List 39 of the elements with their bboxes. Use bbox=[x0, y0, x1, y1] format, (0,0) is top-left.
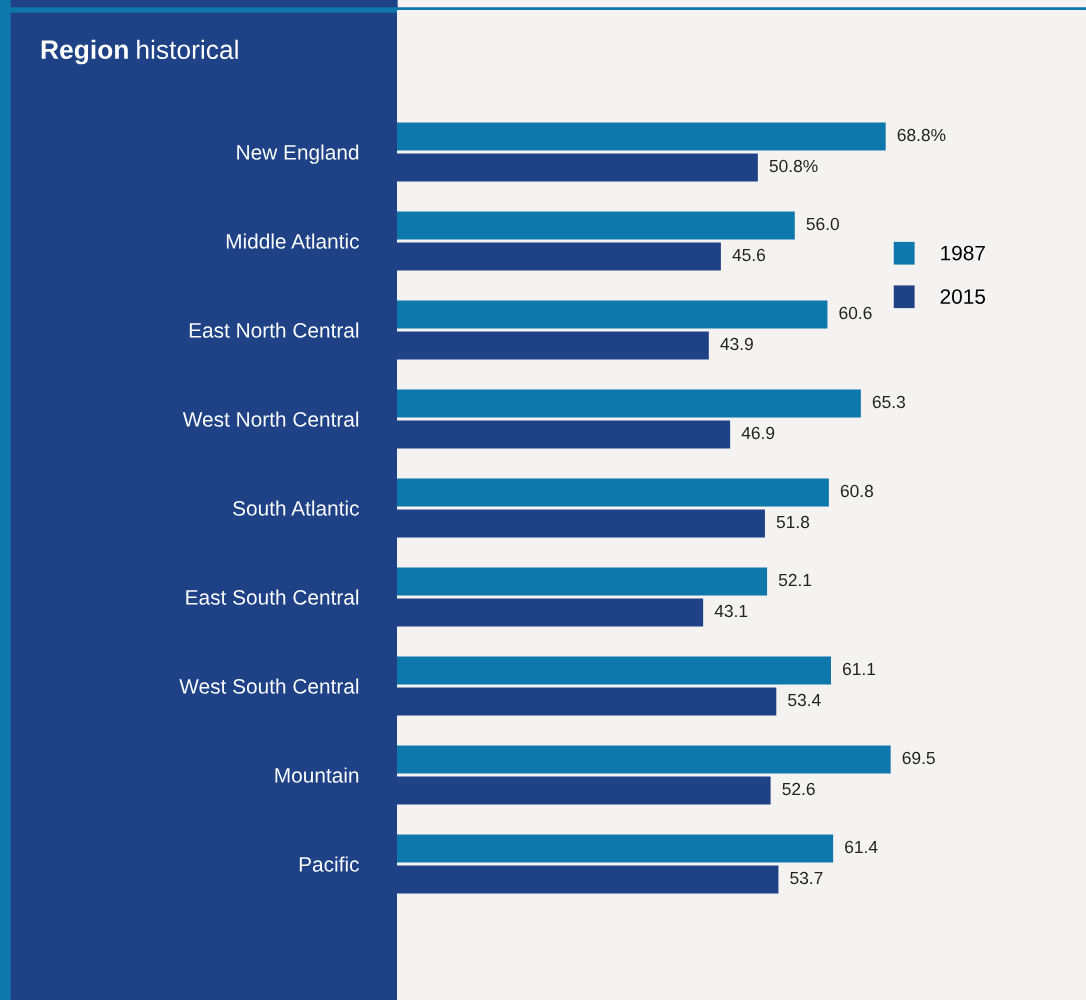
data-label: 60.6 bbox=[839, 306, 872, 320]
bar bbox=[397, 300, 828, 329]
y-tick-label: South Atlantic bbox=[233, 500, 359, 516]
bar bbox=[397, 211, 795, 240]
data-label: 65.3 bbox=[872, 395, 905, 409]
data-label: 56.0 bbox=[806, 217, 839, 231]
data-label: 50.8% bbox=[769, 159, 818, 173]
bar bbox=[397, 834, 834, 863]
bar bbox=[397, 389, 861, 418]
y-tick-label: New England bbox=[237, 144, 359, 164]
bar bbox=[397, 567, 768, 596]
text: Region historical bbox=[41, 39, 238, 65]
legend-label: 2015 bbox=[940, 289, 986, 304]
data-label: 51.8 bbox=[776, 515, 810, 529]
data-label: 53.4 bbox=[788, 693, 821, 707]
bar bbox=[397, 656, 831, 685]
y-tick-label: West South Central bbox=[179, 678, 359, 694]
data-label: 61.1 bbox=[842, 662, 876, 676]
data-label: 68.8% bbox=[897, 128, 946, 142]
data-label: 46.9 bbox=[741, 426, 775, 440]
data-label: 43.1 bbox=[714, 604, 748, 618]
data-label: 45.6 bbox=[732, 248, 766, 262]
bar bbox=[397, 478, 829, 507]
bar bbox=[397, 122, 886, 151]
y-tick-label: East North Central bbox=[189, 322, 359, 338]
data-label: 61.4 bbox=[845, 840, 878, 854]
data-label: 53.7 bbox=[790, 871, 823, 885]
data-label: 43.9 bbox=[720, 337, 753, 351]
y-tick-label: Pacific bbox=[299, 856, 359, 872]
y-tick-label: Mountain bbox=[275, 767, 359, 783]
y-tick-label: Middle Atlantic bbox=[226, 233, 359, 249]
y-tick-label: West North Central bbox=[182, 411, 359, 427]
y-tick-label: East South Central bbox=[186, 589, 359, 605]
data-label: 69.5 bbox=[902, 751, 935, 765]
bar bbox=[397, 745, 891, 774]
data-label: 52.6 bbox=[782, 782, 815, 796]
legend-label: 1987 bbox=[941, 245, 985, 261]
data-label: 60.8 bbox=[840, 484, 874, 498]
data-label: 52.1 bbox=[778, 573, 812, 587]
